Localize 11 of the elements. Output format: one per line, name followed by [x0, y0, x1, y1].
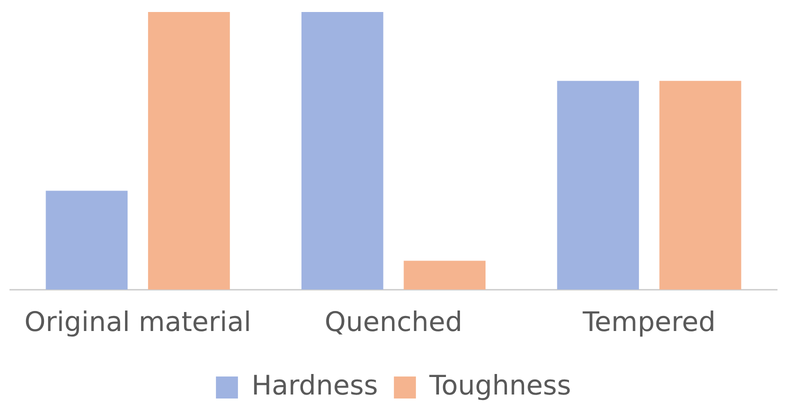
x-tick-label: Original material — [24, 306, 252, 338]
x-tick-label: Tempered — [582, 306, 716, 338]
bar — [148, 12, 230, 290]
legend-label: Hardness — [251, 370, 378, 402]
bar — [404, 260, 486, 290]
legend-label: Toughness — [428, 370, 572, 402]
bar — [46, 190, 128, 290]
bar — [659, 80, 742, 290]
x-tick-label: Quenched — [324, 306, 462, 338]
bar — [301, 12, 384, 290]
bar — [557, 80, 639, 290]
